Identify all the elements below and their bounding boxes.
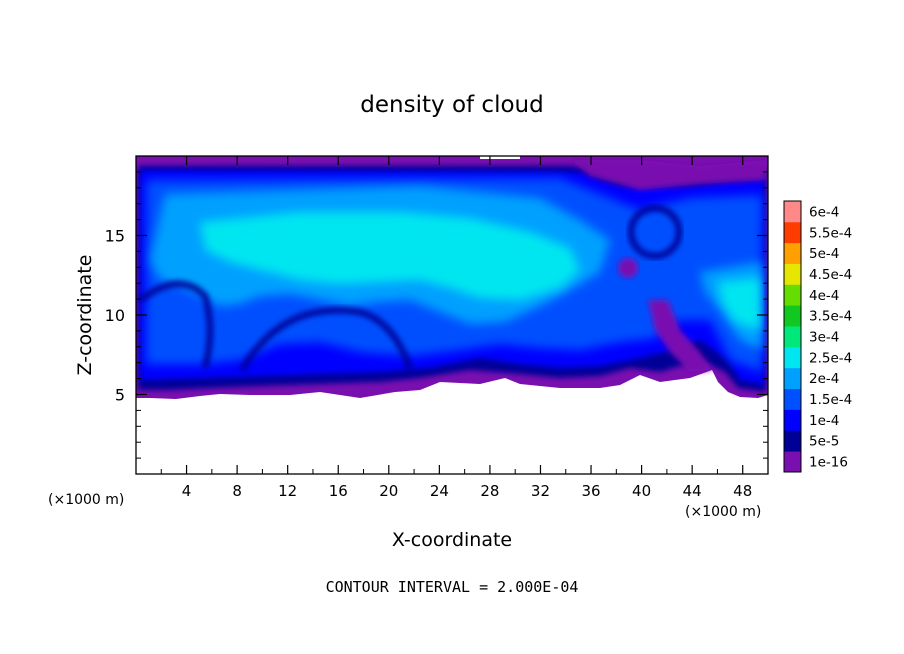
density-field [136,156,768,474]
cloud-vortex-ring [628,205,682,259]
cloud-vortex [618,258,638,278]
colorbar-swatch [784,346,801,369]
y-axis: 5 10 15 [105,171,768,459]
x-unit-right: (×1000 m) [685,504,761,520]
cloud-top-overshoot [570,160,766,190]
cloud-lower-arch-left [138,280,213,369]
colorbar: 1e-16 5e-5 1e-4 1.5e-4 2e-4 2.5e-4 3e-4 3.5e-4 4… [783,200,852,473]
cloud-lower-arch [239,307,413,372]
x-unit-left: (×1000 m) [48,492,124,508]
y-tick-label: 15 [105,227,125,246]
cloud-cyan-right [718,278,760,330]
colorbar-label: 2e-4 [809,371,839,387]
x-tick-label: 8 [232,482,242,500]
colorbar-swatch [784,367,801,390]
colorbar-label: 4.5e-4 [809,267,852,283]
colorbar-swatch [784,242,801,264]
contour-interval-note: CONTOUR INTERVAL = 2.000E-04 [326,578,579,596]
cloud-cyan-core [200,212,580,300]
colorbar-swatch [784,388,801,410]
colorbar-swatch [784,326,801,348]
y-axis-label: Z-coordinate [74,255,96,376]
colorbar-swatch [784,451,801,473]
x-tick-label: 40 [632,482,651,500]
colorbar-label: 3e-4 [809,330,839,346]
colorbar-label: 4e-4 [809,288,839,304]
colorbar-swatch [784,201,801,223]
chart-title: density of cloud [360,92,543,118]
colorbar-swatch [784,430,801,452]
colorbar-label: 2.5e-4 [809,350,852,366]
colorbar-frame [783,200,802,473]
x-tick-label: 20 [379,482,398,500]
x-tick-label: 48 [733,482,752,500]
colorbar-label: 3.5e-4 [809,309,852,325]
x-tick-label: 36 [581,482,600,500]
colorbar-swatch [784,263,801,285]
x-tick-label: 32 [531,482,550,500]
colorbar-label: 5e-4 [809,246,839,262]
colorbar-swatch [784,221,801,244]
cloud-top-gap [480,156,520,159]
y-tick-label: 10 [105,306,125,325]
colorbar-swatch [784,284,801,306]
colorbar-label: 1e-16 [809,455,848,471]
y-tick-label: 5 [115,386,125,405]
x-tick-label: 44 [683,482,702,500]
x-tick-label: 4 [182,482,192,500]
colorbar-label: 6e-4 [809,204,839,220]
x-axis-label: X-coordinate [392,529,512,551]
colorbar-label: 5.5e-4 [809,225,852,241]
x-tick-label: 28 [480,482,499,500]
colorbar-label: 1e-4 [809,413,839,429]
colorbar-label: 5e-5 [809,434,839,450]
colorbar-swatch [784,305,801,327]
x-tick-label: 12 [278,482,297,500]
colorbar-label: 1.5e-4 [809,392,852,408]
x-tick-label: 16 [329,482,348,500]
x-tick-label: 24 [430,482,449,500]
cloud-filament [648,300,712,372]
colorbar-swatch [784,409,801,431]
x-axis: 4 8 12 16 20 24 28 32 36 40 44 48 [160,156,752,500]
